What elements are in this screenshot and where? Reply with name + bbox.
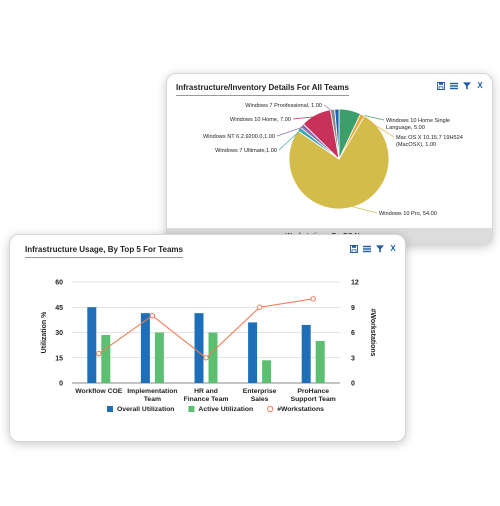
bar-panel-toolbar: X <box>350 245 397 253</box>
pie-panel-title: Infrastructure/Inventory Details For All… <box>176 83 349 96</box>
pie-slice[interactable] <box>338 113 365 160</box>
active-utilization-bar[interactable] <box>101 335 111 383</box>
list-icon[interactable] <box>363 245 371 253</box>
y-tick-label: 15 <box>55 355 63 362</box>
y-tick-label: 0 <box>59 381 63 388</box>
pie-label-leader <box>292 116 317 120</box>
workstations-point[interactable] <box>96 350 102 357</box>
pie-slice-label: Windows 10 Pro, 54.00 <box>379 211 437 217</box>
save-icon[interactable] <box>350 245 358 253</box>
filter-icon[interactable] <box>376 245 384 253</box>
pie-label-leader <box>276 126 304 137</box>
pie-slice-label: Mac OS X 10.15.7 19H524 (MacOSX), 1.00 <box>396 135 463 148</box>
pie-label-leader <box>361 116 395 138</box>
y-axis-title: Utilization % <box>41 311 48 353</box>
save-icon[interactable] <box>437 82 445 90</box>
active-utilization-bar[interactable] <box>315 340 325 383</box>
os-inventory-panel: Infrastructure/Inventory Details For All… <box>166 73 493 245</box>
y2-tick-label: 3 <box>351 355 355 362</box>
overall-utilization-bar[interactable] <box>248 322 258 383</box>
svg-text:#Workstations: #Workstations <box>277 406 324 413</box>
legend-item[interactable]: Overall Utilization <box>107 406 174 413</box>
y2-tick-label: 6 <box>351 330 355 337</box>
pie-slice-label: Windows 7 Ultimate,1.00 <box>215 148 277 154</box>
x-category-label: Enterprise Sales <box>243 388 277 403</box>
y2-tick-label: 0 <box>351 381 355 388</box>
filter-icon[interactable] <box>463 82 471 90</box>
pie-slice-label: Windows 7 Proofessional, 1.00 <box>245 103 322 109</box>
y2-axis-title: #Workstations <box>369 308 376 356</box>
active-utilization-bar[interactable] <box>208 332 218 384</box>
y2-tick-label: 9 <box>351 305 355 312</box>
y2-tick-label: 12 <box>351 280 359 287</box>
y-tick-label: 30 <box>55 330 63 337</box>
pie-slice-label: Windows 10 Home Single Language, 5.00 <box>386 118 450 131</box>
pie-slice[interactable] <box>288 115 390 210</box>
x-category-label: ProHance Support Team <box>291 388 336 403</box>
x-category-label: Workflow COE <box>75 388 123 395</box>
pie-slice-label: Windows 10 Home, 7.00 <box>230 117 291 123</box>
team-usage-panel: Infrastructure Usage, By Top 5 For Teams… <box>9 234 406 442</box>
overall-utilization-bar[interactable] <box>87 307 97 383</box>
pie-label-leader <box>349 111 385 121</box>
workstations-point[interactable] <box>203 355 209 361</box>
close-icon[interactable]: X <box>477 81 483 90</box>
y-tick-label: 60 <box>55 280 63 287</box>
pie-label-leader <box>278 129 301 151</box>
svg-text:Active Utilization: Active Utilization <box>198 406 253 413</box>
pie-label-leader <box>323 104 334 112</box>
bar-panel-title: Infrastructure Usage, By Top 5 For Teams <box>25 245 183 258</box>
bar-line-chart: 0 15 30 45 60 0 3 6 9 12 Utilization % #Workstation… <box>41 280 376 414</box>
close-icon[interactable]: X <box>390 244 396 253</box>
legend-item[interactable]: Active Utilization <box>188 406 253 413</box>
x-category-label: HR and Finance Team <box>184 388 229 403</box>
overall-utilization-bar[interactable] <box>194 313 204 383</box>
x-category-label: Implementation Team <box>127 388 177 403</box>
active-utilization-bar[interactable] <box>154 332 164 384</box>
workstations-point[interactable] <box>256 304 263 310</box>
workstations-point[interactable] <box>149 312 156 319</box>
pie-label-leader <box>349 205 378 214</box>
workstations-line <box>98 298 314 359</box>
legend-item[interactable]: #Workstations <box>267 405 325 413</box>
workstations-point[interactable] <box>310 296 316 302</box>
pie-chart: Windows 10 Pro, 54.00 Windows 7 Ultimate,… <box>203 103 463 217</box>
overall-utilization-bar[interactable] <box>140 313 150 383</box>
svg-text:Overall Utilization: Overall Utilization <box>117 406 174 413</box>
pie-panel-toolbar: X <box>437 82 484 90</box>
pie-slice-label: Windows NT 6.2.9200.0,1.00 <box>203 134 275 140</box>
y-tick-label: 45 <box>55 305 63 312</box>
list-icon[interactable] <box>450 82 458 90</box>
active-utilization-bar[interactable] <box>262 360 272 383</box>
overall-utilization-bar[interactable] <box>301 324 311 383</box>
